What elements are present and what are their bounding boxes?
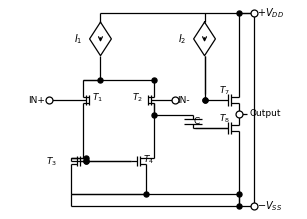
Text: $T_3$: $T_3$ [46, 155, 57, 168]
Text: $T_8$: $T_8$ [220, 113, 230, 125]
Text: $T_4$: $T_4$ [143, 153, 154, 166]
Text: Output: Output [249, 110, 281, 118]
Text: $I_2$: $I_2$ [178, 32, 187, 46]
Text: IN-: IN- [177, 96, 189, 105]
Text: $T_2$: $T_2$ [132, 92, 143, 104]
Text: $+V_{DD}$: $+V_{DD}$ [257, 6, 284, 20]
Text: $T_1$: $T_1$ [91, 92, 103, 104]
Text: $T_7$: $T_7$ [220, 85, 230, 97]
Text: IN+: IN+ [28, 96, 45, 105]
Text: $-V_{SS}$: $-V_{SS}$ [257, 199, 282, 213]
Text: $I_1$: $I_1$ [74, 32, 83, 46]
Text: C: C [194, 117, 200, 126]
